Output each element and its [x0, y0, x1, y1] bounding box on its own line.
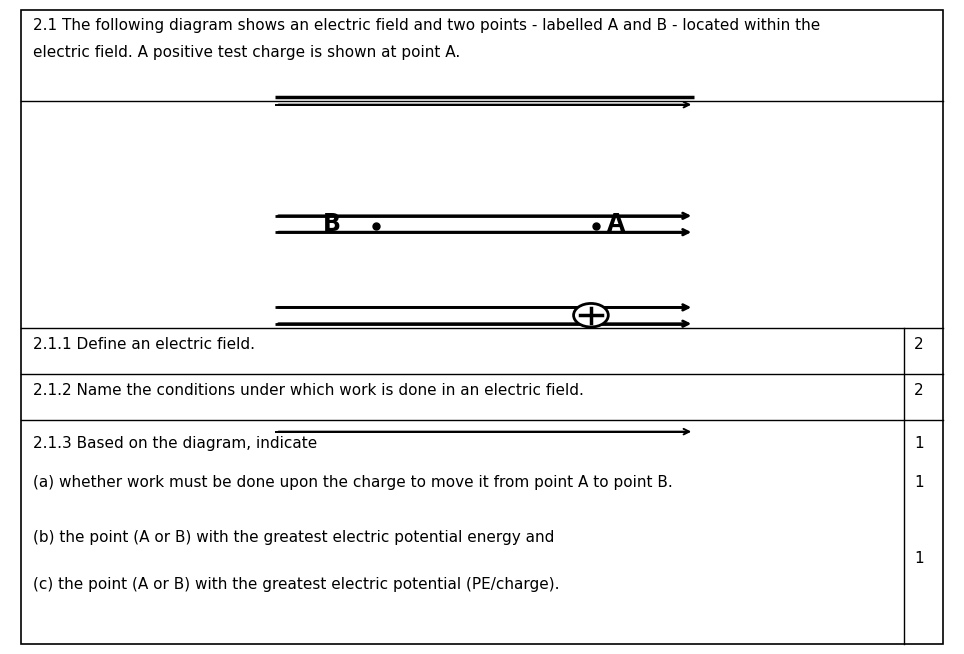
Text: (c) the point (A or B) with the greatest electric potential (PE/charge).: (c) the point (A or B) with the greatest…: [33, 577, 559, 592]
Circle shape: [574, 303, 608, 327]
Text: 2.1.2 Name the conditions under which work is done in an electric field.: 2.1.2 Name the conditions under which wo…: [33, 383, 583, 398]
Text: 2.1.1 Define an electric field.: 2.1.1 Define an electric field.: [33, 337, 254, 352]
Text: 1: 1: [914, 551, 924, 566]
Text: 1: 1: [914, 436, 924, 451]
Text: A: A: [607, 213, 626, 236]
Text: 1: 1: [914, 475, 924, 490]
Text: 2: 2: [914, 337, 924, 352]
Text: electric field. A positive test charge is shown at point A.: electric field. A positive test charge i…: [33, 45, 460, 60]
Text: 2.1 The following diagram shows an electric field and two points - labelled A an: 2.1 The following diagram shows an elect…: [33, 18, 820, 33]
Text: 2.1.3 Based on the diagram, indicate: 2.1.3 Based on the diagram, indicate: [33, 436, 317, 451]
Text: 2: 2: [914, 383, 924, 398]
Text: (a) whether work must be done upon the charge to move it from point A to point B: (a) whether work must be done upon the c…: [33, 475, 673, 490]
Text: B: B: [323, 213, 341, 236]
Text: (b) the point (A or B) with the greatest electric potential energy and: (b) the point (A or B) with the greatest…: [33, 530, 554, 545]
